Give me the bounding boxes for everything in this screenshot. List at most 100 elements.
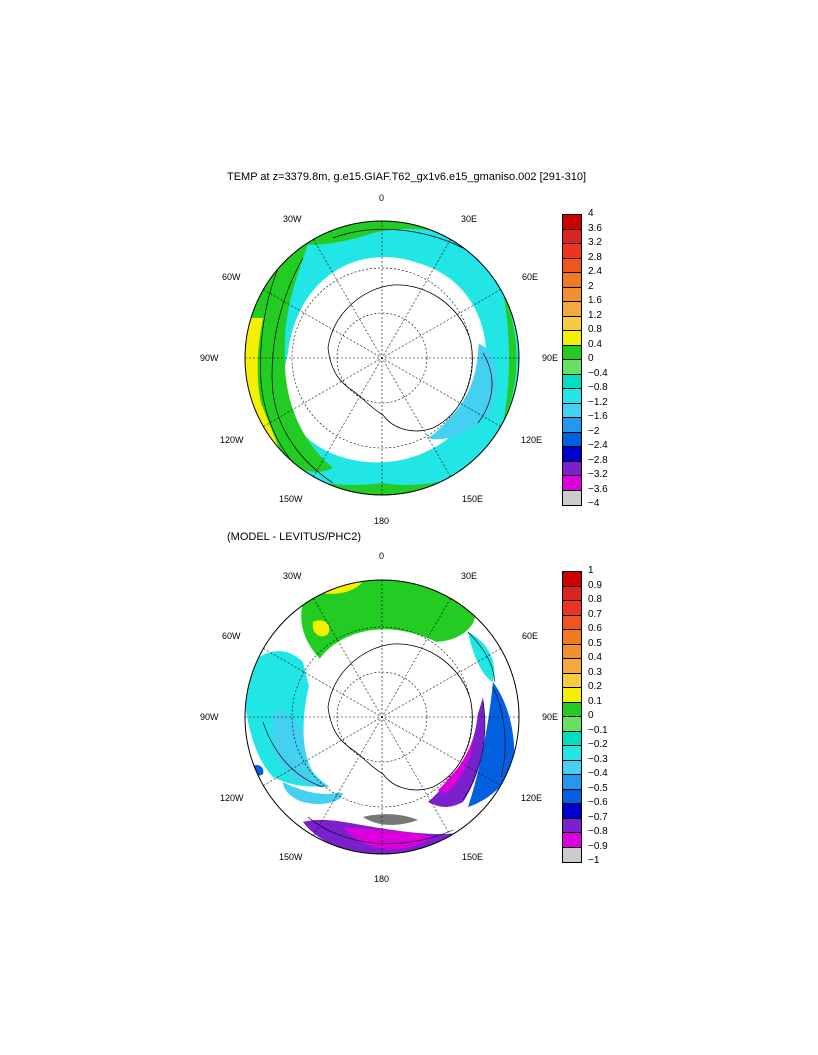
colorbar-tick-label: 0.2	[588, 681, 602, 692]
colorbar-tick-label: 1	[588, 565, 594, 576]
lon-label-90w: 90W	[200, 712, 219, 722]
colorbar-tick-label: 0.7	[588, 608, 602, 620]
colorbar-swatch	[563, 461, 581, 476]
colorbar-swatch	[563, 374, 581, 389]
lon-label-0: 0	[379, 193, 385, 203]
colorbar-tick-label: −0.6	[588, 797, 608, 808]
colorbar-swatch	[563, 615, 581, 630]
colorbar-tick-label: 3.2	[588, 237, 602, 248]
lon-label-60e: 60E	[522, 631, 539, 641]
top-polar-map	[244, 220, 520, 496]
lon-label-30e: 30E	[461, 214, 478, 224]
colorbar-tick-label: −0.4	[588, 367, 608, 379]
colorbar-swatch	[563, 804, 581, 819]
lon-label-120e: 120E	[521, 435, 543, 445]
colorbar-swatch	[563, 586, 581, 601]
colorbar-tick-label: −2.4	[588, 440, 608, 451]
colorbar-tick-label: −0.8	[588, 382, 608, 393]
colorbar-swatch	[563, 302, 581, 317]
colorbar-tick-label: −0.5	[588, 782, 608, 794]
colorbar-swatch	[563, 789, 581, 804]
lon-label-90e: 90E	[542, 712, 559, 722]
colorbar-swatch	[563, 360, 581, 375]
colorbar-tick-label: −0.1	[588, 724, 608, 736]
lon-label-60w: 60W	[222, 272, 241, 282]
colorbar-swatch	[563, 818, 581, 833]
lon-label-30w: 30W	[283, 214, 302, 224]
colorbar-tick-label: 0.4	[588, 652, 602, 663]
colorbar-swatch	[563, 244, 581, 259]
lon-label-90e: 90E	[542, 353, 559, 363]
colorbar-tick-label: 2.8	[588, 251, 602, 263]
lon-label-30w: 30W	[283, 571, 302, 581]
colorbar-swatch	[563, 601, 581, 616]
colorbar-swatch	[563, 673, 581, 688]
lon-label-120w: 120W	[220, 435, 244, 445]
colorbar-swatch	[563, 630, 581, 645]
colorbar-tick-label: 1.2	[588, 309, 602, 321]
colorbar-swatch	[563, 746, 581, 761]
colorbar-swatch	[563, 731, 581, 746]
colorbar-swatch	[563, 229, 581, 244]
lon-label-0: 0	[379, 551, 385, 561]
colorbar-tick-label: 0.8	[588, 594, 602, 605]
colorbar-swatch	[563, 316, 581, 331]
colorbar-tick-label: −0.2	[588, 739, 608, 750]
colorbar-tick-label: −0.3	[588, 753, 608, 765]
bottom-panel-title: (MODEL - LEVITUS/PHC2)	[227, 531, 362, 543]
colorbar-tick-label: −3.2	[588, 469, 608, 480]
lon-label-60e: 60E	[522, 272, 539, 282]
colorbar-tick-label: −0.7	[588, 811, 608, 823]
colorbar-tick-label: −3.6	[588, 483, 608, 495]
lon-label-150e: 150E	[462, 494, 484, 504]
colorbar-swatch	[563, 717, 581, 732]
colorbar-tick-label: −1	[588, 855, 600, 866]
lon-label-30e: 30E	[461, 571, 478, 581]
colorbar-tick-label: 1.6	[588, 295, 602, 306]
colorbar-tick-label: −1.6	[588, 411, 608, 422]
colorbar-swatch	[563, 688, 581, 703]
colorbar-swatch	[563, 432, 581, 447]
colorbar-swatch	[563, 258, 581, 273]
lon-label-180: 180	[374, 874, 390, 884]
colorbar-swatch	[563, 702, 581, 717]
colorbar-tick-label: 0.4	[588, 338, 602, 350]
colorbar-tick-label: 0.1	[588, 695, 602, 707]
lon-label-150w: 150W	[279, 852, 303, 862]
colorbar-tick-label: −2.8	[588, 454, 608, 466]
bottom-polar-map	[244, 579, 520, 855]
lon-label-60w: 60W	[222, 631, 241, 641]
colorbar-swatch	[563, 775, 581, 790]
colorbar-swatch	[563, 287, 581, 302]
colorbar-swatch	[563, 331, 581, 346]
colorbar-tick-label: 4	[588, 208, 594, 219]
colorbar-tick-label: 0.3	[588, 666, 602, 678]
colorbar-swatch	[563, 833, 581, 848]
colorbar-tick-label: 0	[588, 353, 594, 364]
colorbar-tick-label: 2.4	[588, 266, 602, 277]
colorbar-swatch	[563, 847, 581, 862]
lon-label-90w: 90W	[200, 353, 219, 363]
colorbar-tick-label: 0	[588, 710, 594, 721]
colorbar-swatch	[563, 389, 581, 404]
colorbar-tick-label: −0.8	[588, 826, 608, 837]
colorbar-tick-label: 2	[588, 280, 594, 292]
lon-label-120w: 120W	[220, 793, 244, 803]
bottom-colorbar	[562, 571, 582, 863]
colorbar-tick-label: −0.4	[588, 768, 608, 779]
colorbar-swatch	[563, 659, 581, 674]
colorbar-swatch	[563, 403, 581, 418]
colorbar-swatch	[563, 644, 581, 659]
lon-label-120e: 120E	[521, 793, 543, 803]
colorbar-tick-label: −1.2	[588, 396, 608, 408]
lon-label-180: 180	[374, 516, 390, 526]
colorbar-tick-label: 0.9	[588, 579, 602, 591]
colorbar-swatch	[563, 572, 581, 587]
colorbar-swatch	[563, 345, 581, 360]
colorbar-tick-label: −2	[588, 425, 600, 437]
colorbar-swatch	[563, 447, 581, 462]
colorbar-swatch	[563, 273, 581, 288]
lon-label-150w: 150W	[279, 494, 303, 504]
colorbar-swatch	[563, 490, 581, 505]
colorbar-tick-label: 0.8	[588, 324, 602, 335]
